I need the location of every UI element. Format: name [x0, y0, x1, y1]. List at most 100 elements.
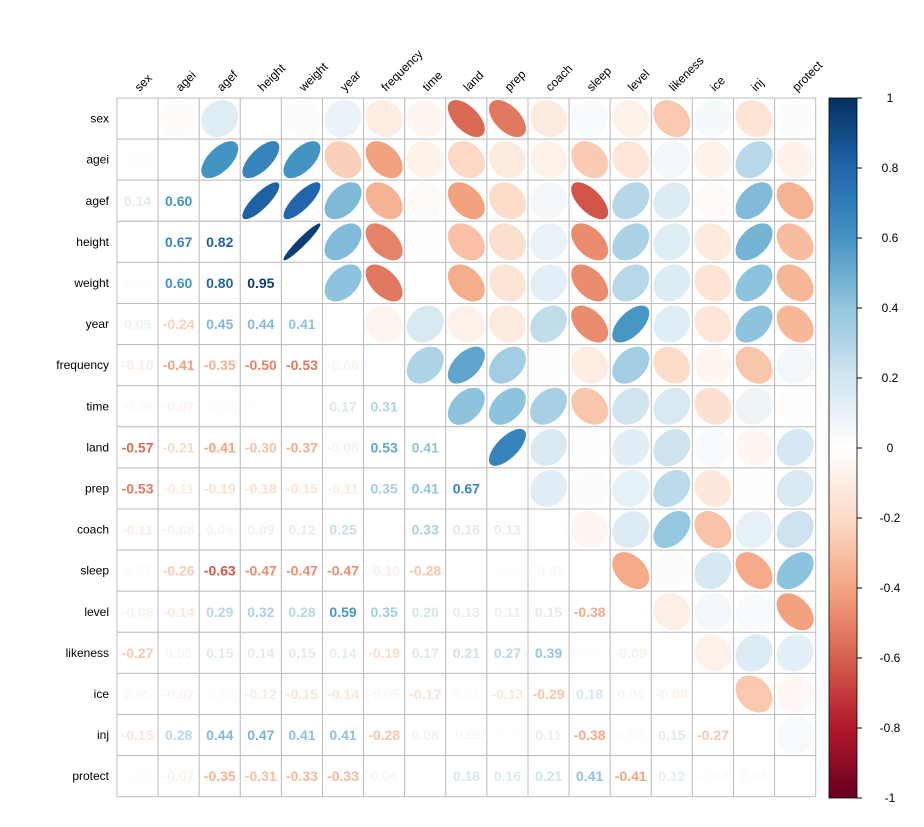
correlation-value: 0.41	[288, 727, 315, 743]
correlation-ellipse	[406, 141, 444, 179]
correlation-ellipse	[571, 387, 609, 425]
correlation-ellipse	[735, 346, 773, 384]
correlation-ellipse	[488, 182, 526, 220]
correlation-value: 0.01	[371, 522, 398, 538]
correlation-value: -0.09	[615, 645, 647, 661]
matrix-cell	[609, 590, 652, 633]
row-label: inj	[97, 728, 109, 742]
column-label: sex	[132, 71, 155, 94]
matrix-cell	[116, 714, 159, 757]
correlation-ellipse	[653, 387, 691, 425]
matrix-cell	[322, 755, 365, 798]
correlation-ellipse	[694, 264, 732, 302]
correlation-ellipse	[735, 469, 773, 507]
correlation-ellipse	[612, 387, 650, 425]
colorbar-tick-label: 0	[887, 441, 894, 455]
matrix-cell	[198, 467, 241, 510]
correlation-ellipse	[612, 223, 650, 261]
matrix-cell	[527, 714, 570, 757]
matrix-cell	[650, 631, 693, 674]
correlation-ellipse	[283, 223, 321, 261]
correlation-ellipse	[283, 182, 321, 220]
correlation-value: 0.03	[453, 686, 480, 702]
correlation-ellipse	[488, 264, 526, 302]
correlation-ellipse	[488, 387, 526, 425]
colorbar-gradient	[828, 97, 858, 799]
correlation-ellipse	[776, 634, 814, 672]
correlation-value: -0.57	[122, 439, 154, 455]
correlation-value: 0.03	[124, 563, 151, 579]
matrix-cell	[404, 467, 447, 510]
row-label: protect	[72, 769, 109, 783]
correlation-ellipse	[447, 305, 485, 343]
row-labels: sex agei agef height weight year frequency time…	[56, 112, 109, 784]
colorbar-tick-label: 1	[887, 91, 894, 105]
correlation-ellipse	[447, 223, 485, 261]
correlation-value: 0.80	[206, 275, 233, 291]
matrix-cell	[363, 631, 406, 674]
row-label: height	[76, 235, 109, 249]
correlation-value: 0.18	[576, 686, 603, 702]
correlation-value: -0.05	[368, 686, 400, 702]
correlation-ellipse	[776, 223, 814, 261]
matrix-cell	[404, 755, 447, 798]
correlation-value: -0.03	[204, 686, 236, 702]
row-label: coach	[77, 523, 109, 537]
correlation-value: 0.44	[206, 727, 233, 743]
correlation-ellipse	[201, 141, 239, 179]
correlation-ellipse	[612, 305, 650, 343]
correlation-ellipse	[571, 469, 609, 507]
correlation-value: 0.02	[124, 768, 151, 784]
correlation-value: -0.38	[574, 604, 606, 620]
matrix-cell	[280, 261, 323, 304]
matrix-cell	[568, 672, 611, 716]
correlation-value: 0.31	[371, 398, 398, 414]
correlation-ellipse	[653, 552, 691, 590]
column-label: weight	[295, 59, 331, 95]
matrix-cell	[157, 672, 200, 716]
correlation-ellipse	[571, 141, 609, 179]
matrix-cell	[239, 631, 282, 674]
matrix-cell	[198, 755, 241, 798]
colorbar-tick-label: 0.6	[882, 231, 899, 245]
correlation-value: 0.39	[535, 645, 562, 661]
matrix-cell	[198, 714, 241, 757]
matrix-cell	[198, 385, 241, 428]
row-label: weight	[73, 276, 109, 290]
correlation-value: -0.10	[368, 563, 400, 579]
matrix-cell	[445, 714, 488, 757]
correlation-value: -0.05	[450, 727, 482, 743]
correlation-ellipse	[776, 264, 814, 302]
matrix-cell	[157, 344, 200, 387]
colorbar-tick-label: -0.8	[880, 721, 901, 735]
correlation-value: 0.06	[371, 768, 398, 784]
correlation-ellipse	[694, 182, 732, 220]
correlation-ellipse	[694, 593, 732, 631]
correlation-value: -0.19	[368, 645, 400, 661]
correlation-ellipse	[694, 387, 732, 425]
correlation-value: -0.01	[409, 768, 441, 784]
correlation-value: -0.33	[286, 768, 318, 784]
matrix-cell	[404, 508, 447, 551]
matrix-cell	[445, 549, 488, 592]
correlation-value: 0.35	[371, 480, 398, 496]
matrix-cell	[280, 467, 323, 510]
correlation-ellipse	[530, 264, 568, 302]
column-label: land	[461, 68, 487, 94]
matrix-cell	[239, 549, 282, 592]
colorbar-tick-label: -0.2	[880, 511, 901, 525]
correlation-value: -0.14	[163, 604, 195, 620]
correlation-ellipse	[694, 428, 732, 466]
matrix-cell	[691, 755, 735, 798]
correlation-value: 0.06	[617, 686, 644, 702]
correlation-ellipse	[776, 305, 814, 343]
matrix-cell	[527, 508, 570, 551]
correlation-ellipse	[365, 100, 403, 138]
correlation-ellipse	[694, 634, 732, 672]
correlation-ellipse	[201, 100, 239, 138]
matrix-cell	[116, 631, 159, 674]
row-label: prep	[85, 481, 109, 495]
correlation-value: -0.41	[615, 768, 647, 784]
matrix-cell	[116, 755, 159, 798]
correlation-ellipse	[160, 100, 198, 138]
